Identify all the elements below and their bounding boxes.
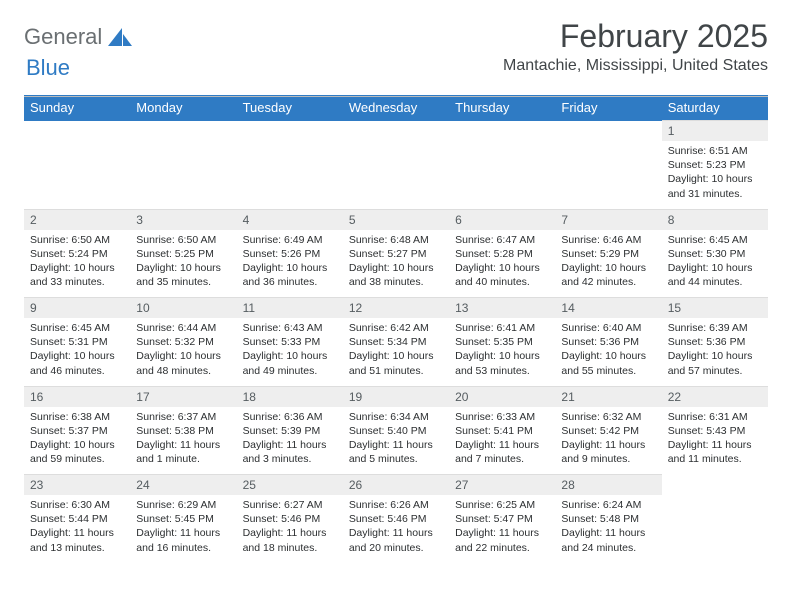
day-number-cell [343, 121, 449, 142]
logo-text-general: General [24, 24, 102, 50]
day-number-cell: 8 [662, 209, 768, 230]
day-number-cell: 11 [237, 298, 343, 319]
day-number-cell [449, 121, 555, 142]
day-content-cell: Sunrise: 6:34 AMSunset: 5:40 PMDaylight:… [343, 407, 449, 475]
day-number-cell: 27 [449, 475, 555, 496]
day-number-row: 232425262728 [24, 475, 768, 496]
day-content-cell: Sunrise: 6:44 AMSunset: 5:32 PMDaylight:… [130, 318, 236, 386]
day-content-cell [343, 141, 449, 209]
day-content-cell: Sunrise: 6:40 AMSunset: 5:36 PMDaylight:… [555, 318, 661, 386]
day-number-cell: 15 [662, 298, 768, 319]
day-number-cell: 25 [237, 475, 343, 496]
weekday-header: Tuesday [237, 95, 343, 121]
logo-sail-icon [108, 28, 134, 51]
day-number-cell: 24 [130, 475, 236, 496]
day-number-cell: 1 [662, 121, 768, 142]
weekday-header: Saturday [662, 95, 768, 121]
day-content-cell: Sunrise: 6:41 AMSunset: 5:35 PMDaylight:… [449, 318, 555, 386]
day-number-cell: 6 [449, 209, 555, 230]
day-number-cell: 14 [555, 298, 661, 319]
day-number-cell: 22 [662, 386, 768, 407]
day-number-cell: 17 [130, 386, 236, 407]
day-content-cell: Sunrise: 6:43 AMSunset: 5:33 PMDaylight:… [237, 318, 343, 386]
day-content-cell: Sunrise: 6:38 AMSunset: 5:37 PMDaylight:… [24, 407, 130, 475]
day-content-cell: Sunrise: 6:50 AMSunset: 5:24 PMDaylight:… [24, 230, 130, 298]
day-content-cell: Sunrise: 6:47 AMSunset: 5:28 PMDaylight:… [449, 230, 555, 298]
day-number-cell: 20 [449, 386, 555, 407]
day-content-cell [555, 141, 661, 209]
day-content-row: Sunrise: 6:45 AMSunset: 5:31 PMDaylight:… [24, 318, 768, 386]
day-number-cell: 2 [24, 209, 130, 230]
day-content-cell: Sunrise: 6:45 AMSunset: 5:30 PMDaylight:… [662, 230, 768, 298]
day-number-cell: 18 [237, 386, 343, 407]
day-content-cell: Sunrise: 6:51 AMSunset: 5:23 PMDaylight:… [662, 141, 768, 209]
day-number-cell [237, 121, 343, 142]
month-title: February 2025 [503, 18, 768, 55]
day-content-cell: Sunrise: 6:48 AMSunset: 5:27 PMDaylight:… [343, 230, 449, 298]
day-number-cell [130, 121, 236, 142]
day-content-row: Sunrise: 6:38 AMSunset: 5:37 PMDaylight:… [24, 407, 768, 475]
day-number-cell: 21 [555, 386, 661, 407]
day-content-cell: Sunrise: 6:46 AMSunset: 5:29 PMDaylight:… [555, 230, 661, 298]
weekday-header: Thursday [449, 95, 555, 121]
day-number-cell: 12 [343, 298, 449, 319]
day-content-cell: Sunrise: 6:27 AMSunset: 5:46 PMDaylight:… [237, 495, 343, 563]
day-content-row: Sunrise: 6:51 AMSunset: 5:23 PMDaylight:… [24, 141, 768, 209]
weekday-header: Monday [130, 95, 236, 121]
weekday-header: Sunday [24, 95, 130, 121]
day-content-row: Sunrise: 6:50 AMSunset: 5:24 PMDaylight:… [24, 230, 768, 298]
day-content-cell: Sunrise: 6:50 AMSunset: 5:25 PMDaylight:… [130, 230, 236, 298]
day-number-cell [24, 121, 130, 142]
day-content-cell: Sunrise: 6:25 AMSunset: 5:47 PMDaylight:… [449, 495, 555, 563]
day-content-cell: Sunrise: 6:39 AMSunset: 5:36 PMDaylight:… [662, 318, 768, 386]
day-number-cell: 13 [449, 298, 555, 319]
day-content-cell: Sunrise: 6:30 AMSunset: 5:44 PMDaylight:… [24, 495, 130, 563]
day-number-cell: 10 [130, 298, 236, 319]
day-number-cell: 3 [130, 209, 236, 230]
day-number-cell: 9 [24, 298, 130, 319]
day-content-row: Sunrise: 6:30 AMSunset: 5:44 PMDaylight:… [24, 495, 768, 563]
day-content-cell: Sunrise: 6:37 AMSunset: 5:38 PMDaylight:… [130, 407, 236, 475]
day-number-cell [555, 121, 661, 142]
day-number-cell: 4 [237, 209, 343, 230]
day-number-row: 9101112131415 [24, 298, 768, 319]
day-number-cell: 23 [24, 475, 130, 496]
logo: General [24, 24, 112, 50]
day-number-cell [662, 475, 768, 496]
day-number-cell: 19 [343, 386, 449, 407]
day-number-cell: 16 [24, 386, 130, 407]
day-content-cell: Sunrise: 6:26 AMSunset: 5:46 PMDaylight:… [343, 495, 449, 563]
header-divider [24, 96, 768, 97]
day-content-cell: Sunrise: 6:24 AMSunset: 5:48 PMDaylight:… [555, 495, 661, 563]
day-content-cell [662, 495, 768, 563]
day-content-cell [24, 141, 130, 209]
day-content-cell [237, 141, 343, 209]
day-content-cell: Sunrise: 6:33 AMSunset: 5:41 PMDaylight:… [449, 407, 555, 475]
day-content-cell: Sunrise: 6:36 AMSunset: 5:39 PMDaylight:… [237, 407, 343, 475]
weekday-header: Friday [555, 95, 661, 121]
day-number-cell: 28 [555, 475, 661, 496]
day-number-cell: 7 [555, 209, 661, 230]
weekday-header-row: SundayMondayTuesdayWednesdayThursdayFrid… [24, 95, 768, 121]
day-number-row: 1 [24, 121, 768, 142]
day-content-cell: Sunrise: 6:32 AMSunset: 5:42 PMDaylight:… [555, 407, 661, 475]
day-content-cell [130, 141, 236, 209]
weekday-header: Wednesday [343, 95, 449, 121]
day-number-row: 16171819202122 [24, 386, 768, 407]
day-content-cell: Sunrise: 6:29 AMSunset: 5:45 PMDaylight:… [130, 495, 236, 563]
day-content-cell [449, 141, 555, 209]
day-number-cell: 26 [343, 475, 449, 496]
day-content-cell: Sunrise: 6:31 AMSunset: 5:43 PMDaylight:… [662, 407, 768, 475]
day-content-cell: Sunrise: 6:49 AMSunset: 5:26 PMDaylight:… [237, 230, 343, 298]
day-content-cell: Sunrise: 6:45 AMSunset: 5:31 PMDaylight:… [24, 318, 130, 386]
day-number-row: 2345678 [24, 209, 768, 230]
logo-text-blue: Blue [26, 55, 70, 80]
calendar-table: SundayMondayTuesdayWednesdayThursdayFrid… [24, 95, 768, 563]
day-content-cell: Sunrise: 6:42 AMSunset: 5:34 PMDaylight:… [343, 318, 449, 386]
day-number-cell: 5 [343, 209, 449, 230]
